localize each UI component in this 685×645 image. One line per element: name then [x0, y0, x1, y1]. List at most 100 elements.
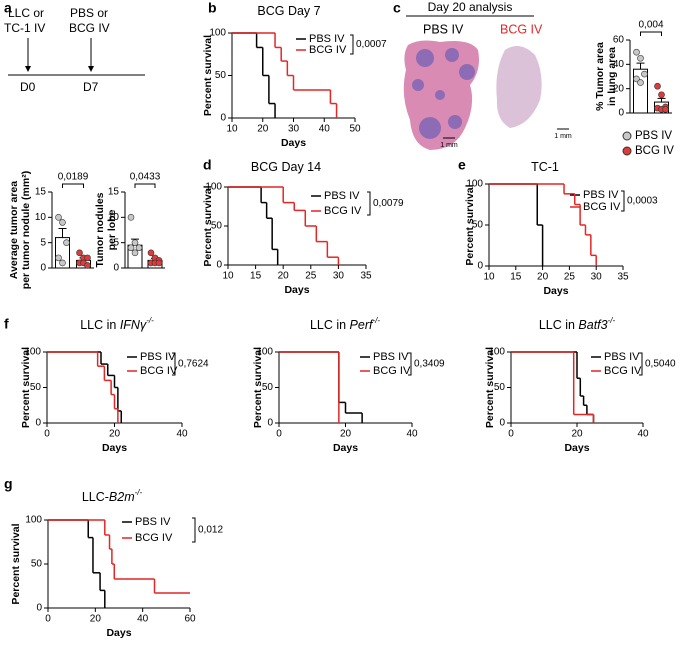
- y-tick-label: 0: [40, 263, 46, 274]
- panel-letter: d: [203, 157, 212, 173]
- x-tick-label: 10: [483, 272, 495, 283]
- significance-bracket: [134, 183, 156, 188]
- x-tick-label: 30: [591, 272, 603, 283]
- y-tick-label: 0: [220, 113, 226, 124]
- x-axis-label: Days: [284, 284, 309, 296]
- y-tick-label: 0: [499, 418, 505, 429]
- x-tick-label: 60: [184, 614, 196, 625]
- y-axis-label: Percent survival: [464, 184, 476, 265]
- x-tick-label: 30: [333, 271, 345, 282]
- title-superscript: -/-: [608, 316, 616, 325]
- y-tick-label: 0: [618, 108, 624, 119]
- significance-bracket: [408, 352, 412, 376]
- p-value: 0,5040: [645, 359, 676, 370]
- x-axis-label: Days: [281, 137, 306, 149]
- chart-title: BCG Day 14: [251, 160, 321, 174]
- y-axis-label: in lung area: [606, 47, 618, 106]
- significance-bracket: [367, 191, 371, 216]
- timeline-text: LLC or: [8, 6, 44, 20]
- y-axis-label: Percent survival: [10, 523, 22, 604]
- arrow-head: [25, 66, 31, 72]
- y-tick-label: 100: [466, 179, 483, 190]
- nodule: [459, 64, 475, 80]
- x-tick-label: 15: [510, 272, 522, 283]
- y-axis-label: Percent survival: [20, 347, 32, 428]
- data-point: [55, 254, 62, 262]
- chart-title: LLC in Batf3-/-: [539, 316, 616, 332]
- p-value: 0,0007: [356, 39, 387, 50]
- y-tick-label: 5: [40, 237, 46, 248]
- data-point: [131, 239, 139, 246]
- histology: Day 20 analysis PBS IV BCG IV 1 mm 1 mm: [403, 0, 572, 150]
- p-value: 0,004: [638, 20, 663, 31]
- x-tick-label: 40: [406, 429, 418, 440]
- y-tick-label: 0: [113, 263, 119, 274]
- x-tick-label: 10: [226, 124, 238, 135]
- significance-bracket: [192, 517, 196, 543]
- legend-marker: [622, 131, 632, 141]
- arrow-head: [88, 66, 94, 72]
- legend-label: PBS IV: [140, 351, 176, 363]
- panel-letter: g: [4, 476, 13, 492]
- scale-label: 1 mm: [440, 142, 458, 149]
- histology-label: BCG IV: [500, 22, 543, 36]
- data-point: [135, 244, 143, 252]
- histology-title: Day 20 analysis: [428, 0, 513, 14]
- y-tick-label: 60: [613, 35, 625, 46]
- chart-title: BCG Day 7: [257, 4, 320, 18]
- x-tick-label: 10: [222, 271, 234, 282]
- data-point: [654, 82, 661, 90]
- significance-bracket: [62, 183, 84, 188]
- x-tick-label: 0: [508, 429, 514, 440]
- y-axis-label: Average tumor area: [8, 181, 20, 279]
- legend-label: BCG IV: [135, 532, 173, 544]
- y-axis-label: per tumor nodule (mm²): [20, 171, 32, 289]
- x-axis-label: Days: [564, 442, 589, 454]
- data-point: [658, 91, 665, 99]
- p-value: 0,012: [198, 525, 223, 536]
- y-tick-label: 50: [211, 221, 223, 232]
- y-tick-label: 0: [216, 260, 222, 271]
- title-text: TC-1: [531, 160, 559, 174]
- x-tick-label: 20: [109, 429, 121, 440]
- title-superscript: -/-: [372, 316, 380, 325]
- nodule: [412, 79, 424, 91]
- y-tick-label: 50: [31, 559, 43, 570]
- x-tick-label: 15: [250, 271, 262, 282]
- data-point: [131, 249, 139, 257]
- x-tick-label: 30: [288, 124, 300, 135]
- legend-label: BCG IV: [635, 145, 674, 157]
- y-tick-label: 100: [25, 515, 42, 526]
- significance-bracket: [640, 31, 662, 36]
- y-tick-label: 100: [488, 347, 505, 358]
- y-tick-label: 50: [494, 382, 506, 393]
- title-superscript: -/-: [146, 316, 154, 325]
- x-tick-label: 0: [44, 429, 50, 440]
- legend-label: PBS IV: [583, 189, 619, 201]
- p-value: 0,0079: [373, 198, 404, 209]
- y-axis-label: Tumor nodules: [94, 192, 106, 267]
- data-point: [147, 249, 155, 257]
- legend-label: PBS IV: [135, 516, 171, 528]
- y-axis-label: Percent survival: [252, 347, 264, 428]
- nodule: [448, 115, 462, 129]
- x-tick-label: 20: [537, 272, 549, 283]
- data-point: [127, 214, 135, 221]
- significance-bracket: [350, 34, 354, 55]
- y-axis-label: % Tumor area: [594, 42, 606, 111]
- timeline-day: D0: [20, 80, 36, 94]
- timeline-text: BCG IV: [69, 21, 110, 35]
- legend-label: PBS IV: [373, 351, 409, 363]
- timeline-text: TC-1 IV: [4, 21, 45, 35]
- x-tick-label: 25: [564, 272, 576, 283]
- y-tick-label: 0: [267, 418, 273, 429]
- y-tick-label: 100: [256, 347, 273, 358]
- title-superscript: -/-: [135, 488, 143, 497]
- x-axis-label: Days: [333, 442, 358, 454]
- legend-label: BCG IV: [324, 205, 362, 217]
- timeline: LLC or TC-1 IV PBS or BCG IV D0 D7: [4, 6, 145, 94]
- title-text: LLC in: [80, 318, 120, 332]
- nodule: [416, 49, 434, 67]
- data-point: [59, 259, 66, 267]
